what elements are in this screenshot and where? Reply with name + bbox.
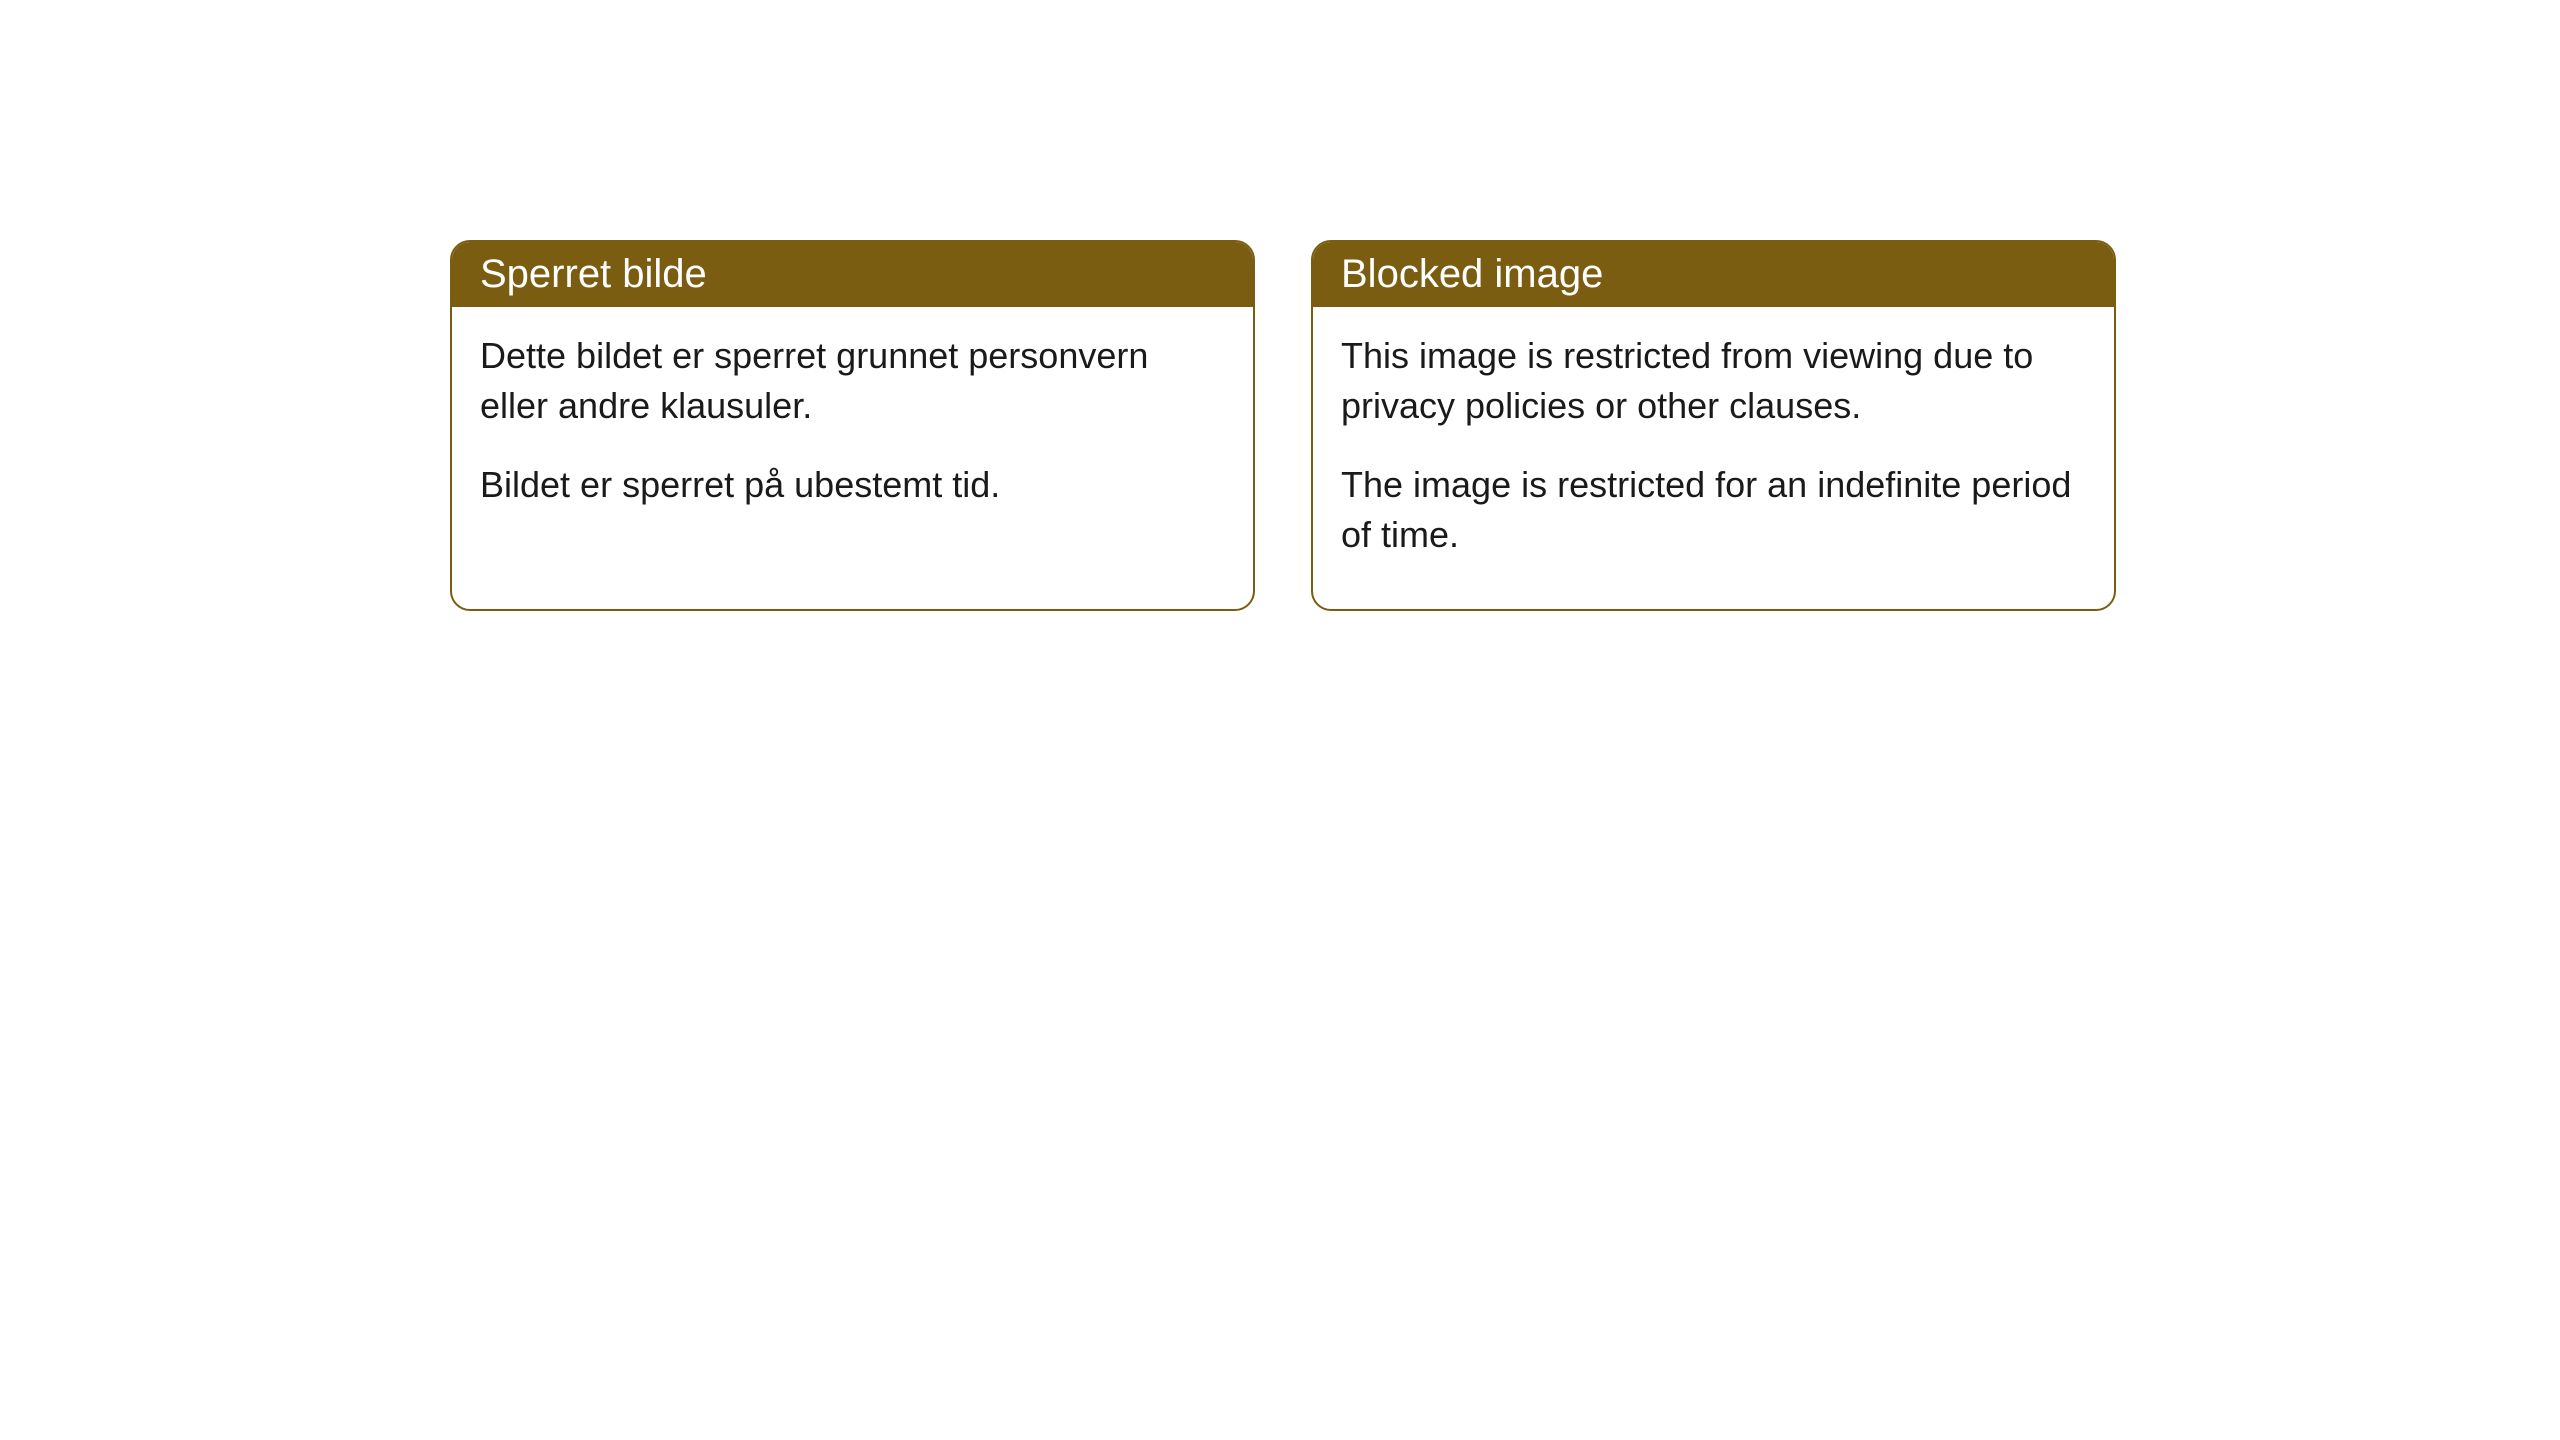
notice-card-norwegian: Sperret bilde Dette bildet er sperret gr… [450, 240, 1255, 611]
notice-header: Blocked image [1313, 242, 2114, 307]
notice-paragraph: This image is restricted from viewing du… [1341, 331, 2086, 432]
notice-title: Blocked image [1341, 252, 1603, 296]
notice-paragraph: Bildet er sperret på ubestemt tid. [480, 460, 1225, 510]
notice-header: Sperret bilde [452, 242, 1253, 307]
notice-body: Dette bildet er sperret grunnet personve… [452, 307, 1253, 558]
notice-container: Sperret bilde Dette bildet er sperret gr… [450, 240, 2116, 611]
notice-card-english: Blocked image This image is restricted f… [1311, 240, 2116, 611]
notice-body: This image is restricted from viewing du… [1313, 307, 2114, 609]
notice-paragraph: The image is restricted for an indefinit… [1341, 460, 2086, 561]
notice-paragraph: Dette bildet er sperret grunnet personve… [480, 331, 1225, 432]
notice-title: Sperret bilde [480, 252, 707, 296]
